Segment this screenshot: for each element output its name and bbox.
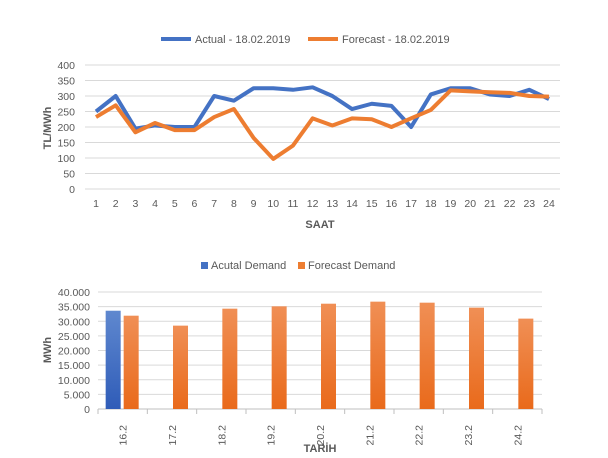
x-tick-label: 10 [267,198,279,210]
x-tick-label: 1 [93,198,99,210]
x-tick-label: 16.2 [118,425,130,446]
x-tick-label: 4 [152,198,158,210]
legend-label: Forecast Demand [308,260,395,272]
x-tick-label: 22 [504,198,516,210]
x-tick-label: 18 [425,198,437,210]
y-tick-label: 10.000 [58,375,90,387]
y-tick-label: 40.000 [58,287,90,299]
y-tick-label: 25.000 [58,331,90,343]
x-tick-label: 23.2 [463,425,475,446]
y-axis-title: MWh [42,337,54,364]
y-axis-title: TL/MWh [42,106,54,149]
x-tick-label: 16 [386,198,398,210]
legend-label: Acutal Demand [211,260,286,272]
x-tick-label: 17.2 [167,425,179,446]
y-tick-label: 300 [57,91,75,103]
bar-forecast [370,301,386,409]
x-tick-label: 21 [484,198,496,210]
x-tick-label: 17 [405,198,417,210]
bar-forecast [321,303,336,409]
y-tick-label: 50 [63,169,75,181]
y-tick-label: 15.000 [58,360,90,372]
bar-forecast [222,308,238,409]
y-tick-label: 400 [57,60,75,72]
x-tick-label: 3 [132,198,138,210]
x-tick-label: 5 [172,198,178,210]
x-tick-label: 12 [307,198,319,210]
y-tick-label: 250 [57,107,75,119]
x-tick-label: 24.2 [512,425,524,446]
bar-forecast [173,325,188,409]
x-tick-label: 19.2 [266,425,278,446]
x-tick-label: 9 [251,198,257,210]
x-tick-label: 6 [192,198,198,210]
x-tick-label: 23 [523,198,535,210]
x-tick-label: 21.2 [364,425,376,446]
bar-forecast [123,315,139,409]
y-tick-label: 30.000 [58,316,90,328]
x-tick-label: 18.2 [216,425,228,446]
y-tick-label: 35.000 [58,302,90,314]
x-tick-label: 11 [288,198,299,210]
x-tick-label: 15 [366,198,378,210]
bar-actual [105,310,121,409]
x-tick-label: 13 [327,198,339,210]
legend-marker [201,262,208,269]
bar-forecast [469,307,484,409]
x-tick-label: 20.2 [315,425,327,446]
y-tick-label: 200 [57,122,75,134]
y-tick-label: 20.000 [58,346,90,358]
x-tick-label: 20 [464,198,476,210]
x-tick-label: 19 [445,198,457,210]
legend-marker [298,262,305,269]
x-tick-label: 24 [543,198,555,210]
y-tick-label: 100 [57,153,75,165]
x-axis-title: SAAT [305,219,334,231]
bar-forecast [271,306,287,409]
x-axis-title: TARİH [304,442,337,455]
bar-forecast [419,302,435,409]
legend-label: Forecast - 18.02.2019 [342,34,450,46]
x-tick-label: 2 [113,198,119,210]
x-tick-label: 7 [211,198,217,210]
x-tick-label: 14 [346,198,358,210]
y-tick-label: 150 [57,138,75,150]
y-tick-label: 0 [69,184,75,196]
x-tick-label: 8 [231,198,237,210]
y-tick-label: 5.000 [64,389,90,401]
x-tick-label: 22.2 [414,425,426,446]
y-tick-label: 0 [84,404,90,416]
series-line-actual [94,85,550,131]
y-tick-label: 350 [57,76,75,88]
legend-label: Actual - 18.02.2019 [195,34,290,46]
series-line-forecast [94,88,550,161]
bar-forecast [518,318,534,409]
